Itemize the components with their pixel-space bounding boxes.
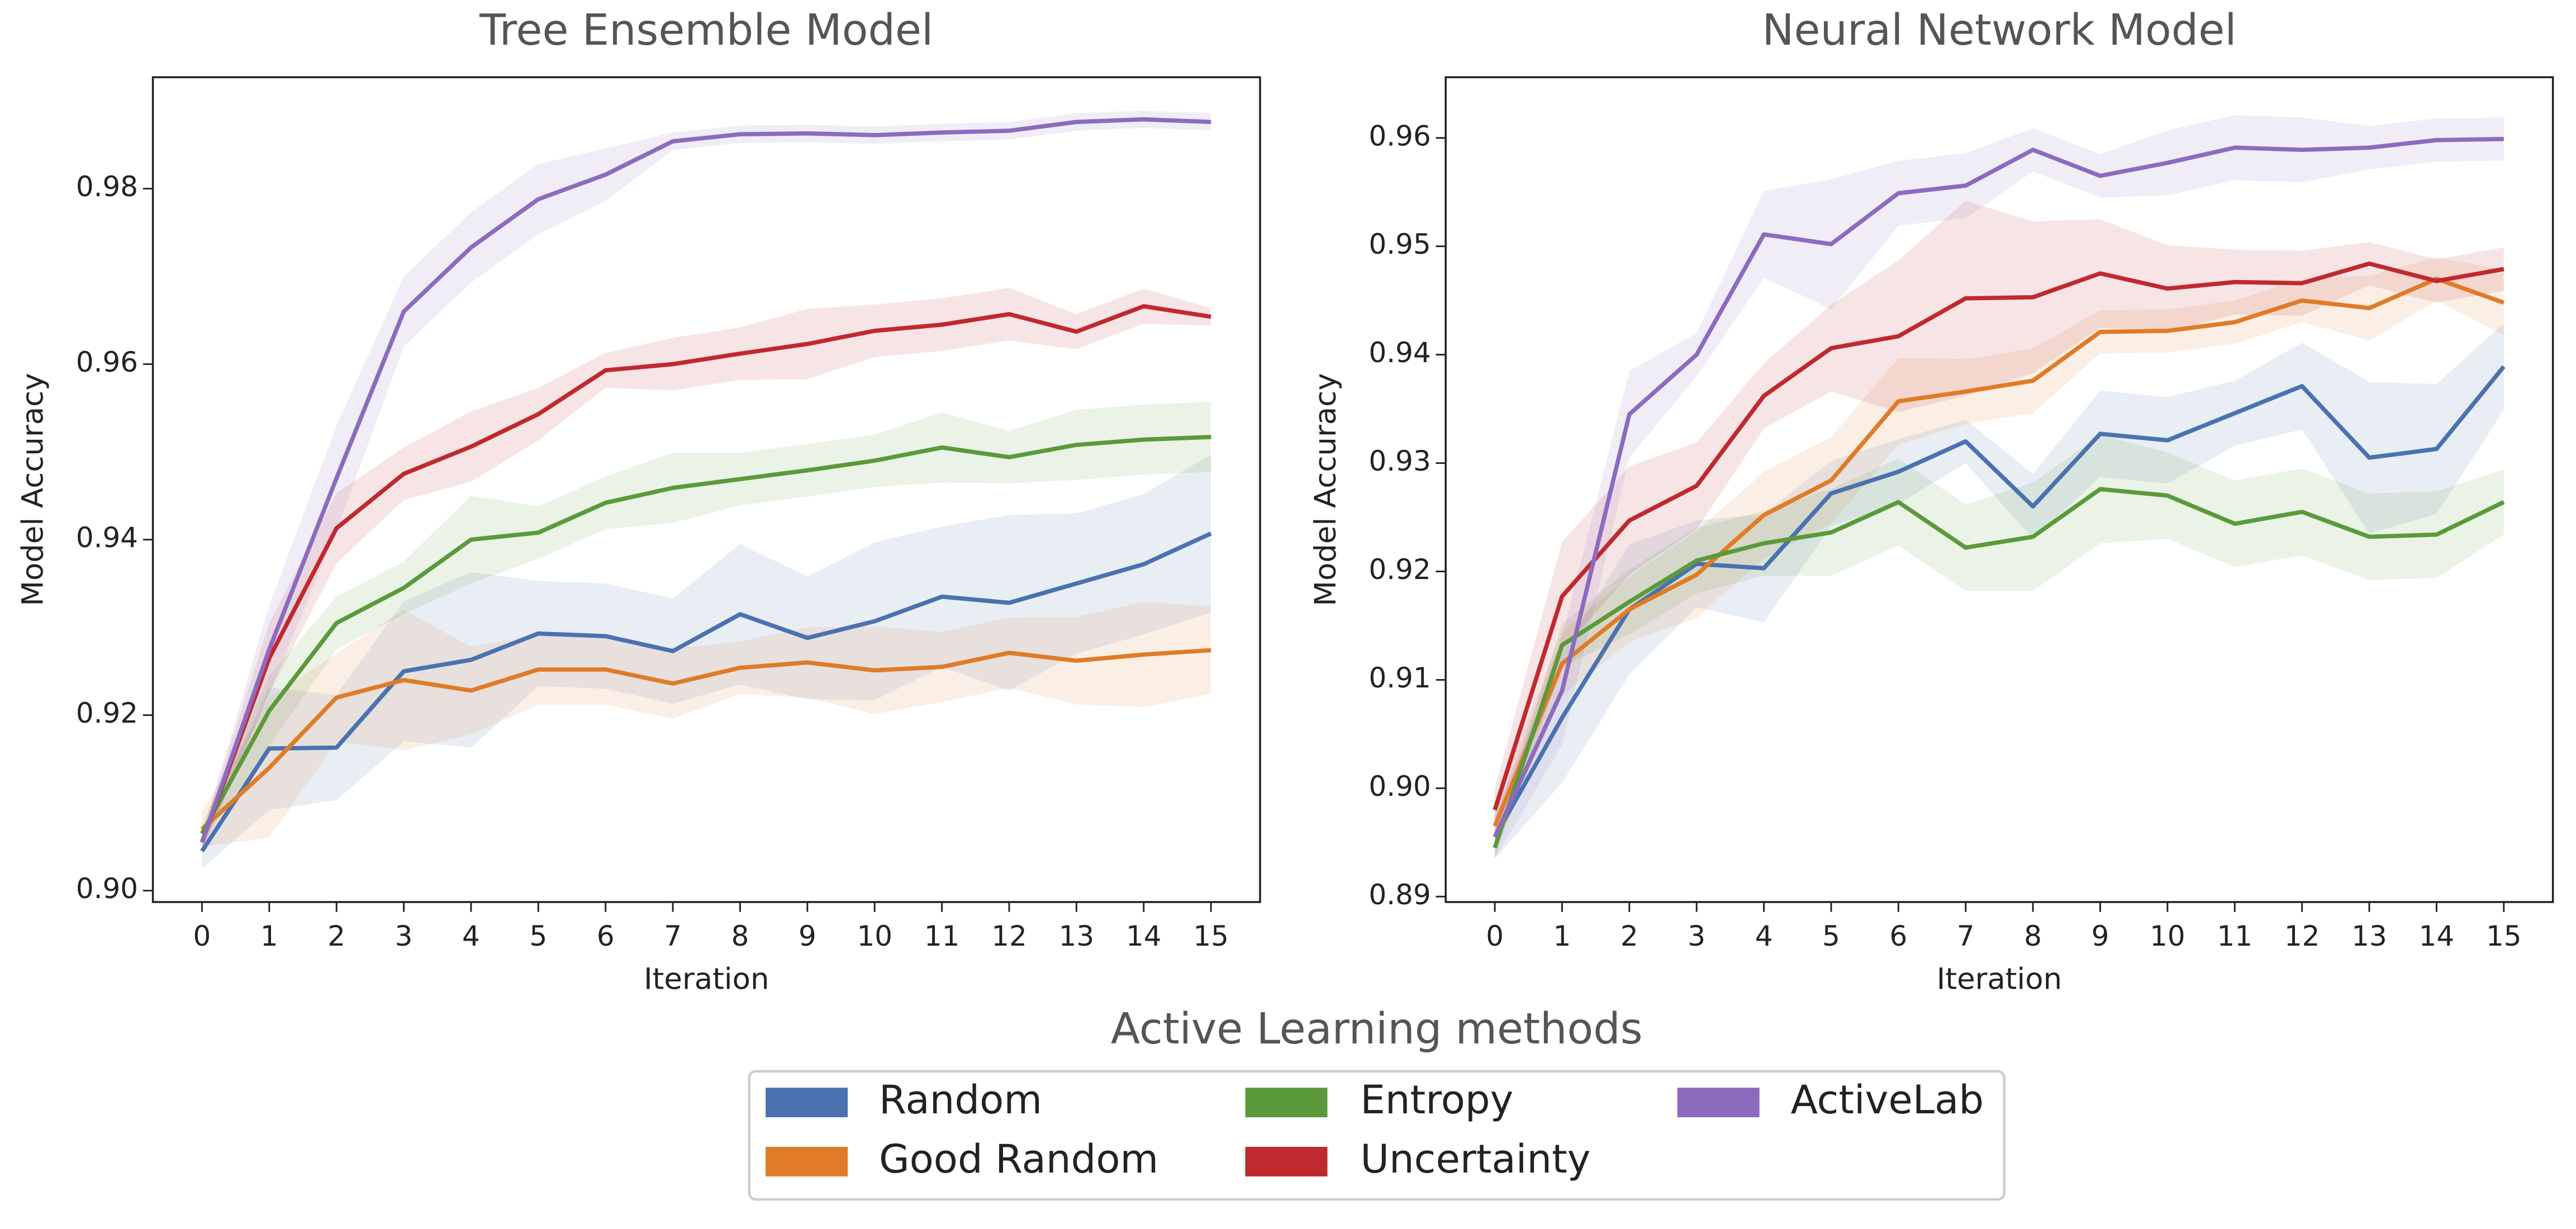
x-tick-label: 12 xyxy=(991,920,1027,952)
subplot-title: Tree Ensemble Model xyxy=(479,6,933,55)
x-tick-label: 7 xyxy=(1957,920,1975,952)
y-tick-label: 0.94 xyxy=(76,521,138,554)
x-tick-label: 11 xyxy=(924,920,960,952)
series-line xyxy=(1493,136,2504,838)
legend-swatch xyxy=(1677,1088,1760,1118)
x-axis-label: Iteration xyxy=(644,962,769,997)
legend-swatch xyxy=(766,1147,848,1176)
subplot: Neural Network Model Iteration Model Accur… xyxy=(1309,6,2554,997)
x-tick-label: 5 xyxy=(1822,920,1840,952)
series-line xyxy=(200,648,1211,831)
x-tick-label: 0 xyxy=(1486,920,1504,952)
x-tick-label: 15 xyxy=(2486,920,2522,952)
y-axis-label: Model Accuracy xyxy=(16,373,50,606)
plot-area xyxy=(199,110,1212,869)
y-tick-label: 0.96 xyxy=(76,346,138,378)
x-tick-label: 1 xyxy=(260,920,278,952)
y-tick-label: 0.90 xyxy=(76,872,138,905)
x-tick-label: 13 xyxy=(1059,920,1095,952)
y-tick-label: 0.98 xyxy=(76,170,138,203)
error-band xyxy=(1495,257,2504,848)
x-tick-label: 0 xyxy=(193,920,211,952)
x-tick-label: 1 xyxy=(1553,920,1571,952)
x-tick-label: 5 xyxy=(529,920,547,952)
y-tick-label: 0.96 xyxy=(1369,120,1431,152)
x-axis-label: Iteration xyxy=(1937,962,2062,997)
y-tick-label: 0.90 xyxy=(1369,770,1431,803)
series-line xyxy=(1493,365,2506,838)
x-tick-label: 7 xyxy=(664,920,682,952)
x-tick-label: 9 xyxy=(2092,920,2109,952)
x-tick-label: 6 xyxy=(1889,920,1907,952)
subplot-title: Neural Network Model xyxy=(1762,6,2236,55)
series-line xyxy=(200,532,1212,853)
x-tick-label: 3 xyxy=(395,920,413,952)
x-tick-label: 9 xyxy=(799,920,816,952)
error-band xyxy=(1495,201,2504,832)
y-axis-label: Model Accuracy xyxy=(1309,373,1343,606)
x-tick-label: 2 xyxy=(1620,920,1638,952)
x-tick-label: 3 xyxy=(1688,920,1705,952)
legend-label: Good Random xyxy=(879,1136,1158,1182)
x-tick-label: 13 xyxy=(2351,920,2387,952)
legend-label: Entropy xyxy=(1360,1077,1513,1123)
x-tick-label: 8 xyxy=(731,920,749,952)
legend-swatch xyxy=(766,1088,848,1118)
series-line xyxy=(1493,487,2505,849)
y-tick-label: 0.93 xyxy=(1369,445,1431,477)
series-line xyxy=(199,117,1211,843)
x-tick-label: 2 xyxy=(327,920,345,952)
error-band xyxy=(202,110,1211,851)
x-tick-label: 15 xyxy=(1193,920,1229,952)
legend-swatch xyxy=(1245,1147,1328,1176)
legend-label: Random xyxy=(879,1077,1042,1123)
x-tick-label: 10 xyxy=(857,920,892,952)
y-tick-label: 0.95 xyxy=(1369,228,1431,260)
error-band xyxy=(202,287,1211,851)
axes-frame xyxy=(151,76,1261,903)
x-tick-label: 4 xyxy=(462,920,480,952)
error-band xyxy=(202,402,1211,843)
x-tick-label: 11 xyxy=(2217,920,2252,952)
legend: Active Learning methods Random Good Random… xyxy=(748,1004,2005,1201)
legend-label: Uncertainty xyxy=(1360,1136,1590,1182)
x-tick-label: 8 xyxy=(2024,920,2042,952)
legend-swatch xyxy=(1245,1088,1328,1118)
series-line xyxy=(200,435,1211,835)
y-tick-label: 0.89 xyxy=(1369,879,1431,911)
x-tick-label: 12 xyxy=(2284,920,2320,952)
y-tick-label: 0.94 xyxy=(1369,336,1431,369)
series-line xyxy=(1493,277,2505,827)
x-tick-label: 4 xyxy=(1755,920,1773,952)
x-tick-label: 14 xyxy=(2419,920,2455,952)
y-tick-label: 0.92 xyxy=(76,697,138,729)
legend-label: ActiveLab xyxy=(1791,1077,1984,1123)
x-tick-label: 10 xyxy=(2150,920,2185,952)
series-line xyxy=(199,304,1211,843)
error-band xyxy=(1495,435,2504,859)
axes-frame xyxy=(1444,76,2554,903)
series-line xyxy=(1493,261,2504,811)
error-band xyxy=(1495,323,2504,859)
error-band xyxy=(1495,115,2504,859)
legend-title: Active Learning methods xyxy=(1111,1004,1643,1054)
x-tick-label: 6 xyxy=(597,920,615,952)
y-tick-label: 0.92 xyxy=(1369,553,1431,586)
y-tick-label: 0.91 xyxy=(1369,662,1431,694)
error-band xyxy=(202,454,1211,869)
plot-area xyxy=(1493,115,2506,859)
subplot: Tree Ensemble Model Iteration Model Accura… xyxy=(16,6,1261,997)
x-tick-label: 14 xyxy=(1126,920,1162,952)
